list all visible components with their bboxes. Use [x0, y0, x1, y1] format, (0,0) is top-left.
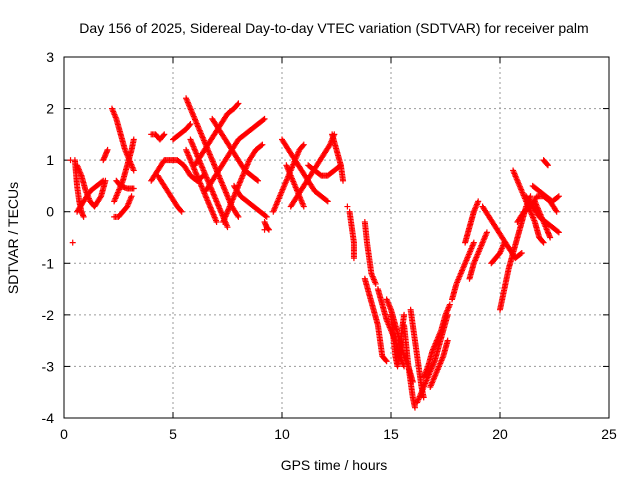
y-axis-label: SDTVAR / TECUs	[5, 182, 21, 294]
data-point	[517, 250, 524, 257]
data-point	[470, 239, 477, 246]
data-point	[213, 219, 220, 226]
data-point	[69, 239, 76, 246]
data-point	[344, 203, 351, 210]
data-point	[518, 249, 525, 256]
x-tick-label: 20	[492, 426, 508, 442]
data-point	[555, 193, 562, 200]
data-point	[554, 194, 561, 201]
data-point	[130, 136, 137, 143]
data-point	[555, 229, 562, 236]
y-tick-label: -4	[42, 410, 55, 426]
data-point	[552, 207, 559, 214]
y-tick-label: -2	[42, 307, 55, 323]
data-point	[130, 167, 137, 174]
data-point	[401, 311, 408, 318]
plot-frame	[63, 56, 610, 419]
data-point	[299, 142, 306, 149]
data-point	[300, 203, 307, 210]
data-point	[263, 213, 270, 220]
data-point	[547, 234, 554, 241]
x-tick-label: 5	[169, 426, 177, 442]
data-point	[444, 337, 451, 344]
data-point	[186, 122, 193, 129]
data-point	[235, 213, 242, 220]
data-point	[483, 229, 490, 236]
data-point	[234, 101, 241, 108]
data-point	[259, 141, 266, 148]
data-point	[372, 280, 379, 287]
data-point	[178, 208, 185, 215]
data-point	[255, 177, 262, 184]
x-tick-label: 25	[601, 426, 617, 442]
data-point	[539, 238, 546, 245]
x-tick-label: 10	[274, 426, 290, 442]
x-tick-label: 0	[60, 426, 68, 442]
data-point	[475, 198, 482, 205]
x-tick-label: 15	[383, 426, 399, 442]
y-tick-label: -1	[42, 255, 55, 271]
data-point	[160, 132, 167, 139]
data-point	[350, 255, 357, 262]
data-point	[258, 142, 265, 149]
y-tick-label: 0	[46, 204, 54, 220]
axis-ticks: 0 5 10 15 20 25 -4 -3 -2 -1 0 1 2 3	[42, 49, 617, 442]
data-point	[324, 198, 331, 205]
data-point	[104, 146, 111, 153]
data-point	[99, 178, 106, 185]
data-point	[177, 207, 184, 214]
grid-lines	[64, 57, 609, 418]
data-point	[261, 115, 268, 122]
data-point	[540, 239, 547, 246]
data-point	[383, 358, 390, 365]
data-point	[337, 162, 344, 169]
data-point	[261, 226, 268, 233]
data-point	[235, 100, 242, 107]
data-point	[67, 157, 74, 164]
data-point	[501, 239, 508, 246]
data-point	[554, 228, 561, 235]
data-point	[97, 194, 104, 201]
y-tick-label: 3	[46, 49, 54, 65]
data-point	[382, 357, 389, 364]
data-point	[544, 162, 551, 169]
data-point	[234, 212, 241, 219]
data-point	[446, 301, 453, 308]
data-point	[128, 193, 135, 200]
data-point	[253, 176, 260, 183]
data-point	[420, 394, 427, 401]
data-point	[80, 213, 87, 220]
data-point	[265, 225, 272, 232]
data-point	[300, 141, 307, 148]
x-axis-label: GPS time / hours	[281, 457, 388, 473]
data-point	[260, 116, 267, 123]
data-point	[553, 208, 560, 215]
y-tick-label: 1	[46, 152, 54, 168]
data-point	[336, 163, 343, 170]
data-point	[411, 404, 418, 411]
data-point	[187, 121, 194, 128]
chart-title: Day 156 of 2025, Sidereal Day-to-day VTE…	[79, 20, 588, 36]
y-tick-label: -3	[42, 358, 55, 374]
data-point	[544, 161, 551, 168]
y-tick-label: 2	[46, 101, 54, 117]
data-point	[130, 185, 137, 192]
data-point	[262, 213, 269, 220]
data-point	[161, 131, 168, 138]
data-points	[67, 95, 562, 411]
data-point	[224, 224, 231, 231]
data-point	[100, 177, 107, 184]
data-point	[323, 197, 330, 204]
data-point	[340, 177, 347, 184]
